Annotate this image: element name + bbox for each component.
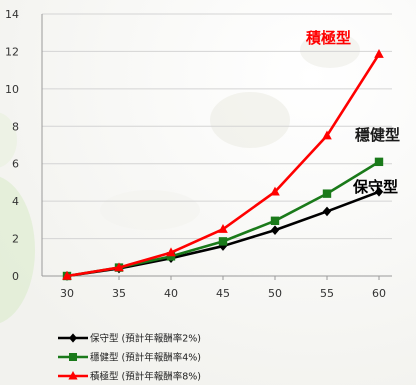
data-point-2-6 [374,49,384,58]
legend-label-1: 穩健型 (預計年報酬率4%) [90,352,201,364]
data-point-1-2 [166,252,176,261]
x-tick-label-45: 45 [216,287,230,300]
legend-marker-0 [69,333,77,343]
legend-marker-1 [69,353,77,361]
data-point-1-3 [218,237,228,246]
data-point-0-4 [270,225,280,235]
data-point-0-3 [218,241,228,251]
legend-marker-2 [68,371,78,380]
y-tick-label-8: 8 [12,120,19,133]
data-point-2-5 [322,130,332,140]
grid-lines [42,13,392,240]
y-tick-label-12: 12 [5,45,19,58]
y-tick-label-10: 10 [5,83,19,96]
y-tick-label-14: 14 [5,8,19,21]
series-2 [62,49,384,280]
axes: 0 2 4 6 8 10 12 14 30 35 40 45 50 55 60 [5,8,392,300]
y-tick-label-2: 2 [12,233,19,246]
background-decoration [0,32,360,324]
legend-label-2: 積極型 (預計年報酬率8%) [90,371,201,383]
series-labels: 保守型 穩健型 積極型 [305,29,400,196]
x-tick-label-50: 50 [268,287,282,300]
data-point-2-2 [166,247,176,257]
data-point-0-6 [374,186,384,197]
y-tick-label-0: 0 [12,270,19,283]
legend: 保守型 (預計年報酬率2%) 穩健型 (預計年報酬率4%) 積極型 (預計年報酬率8… [58,333,201,383]
data-point-1-4 [270,216,280,225]
data-point-2-3 [218,224,228,233]
data-point-2-4 [270,186,280,196]
series-label-0: 保守型 [352,178,398,196]
data-point-2-1 [114,262,124,272]
legend-item-1: 穩健型 (預計年報酬率4%) [58,352,201,364]
y-tick-label-6: 6 [12,158,19,171]
x-tick-label-55: 55 [320,287,334,300]
x-tick-label-60: 60 [372,287,386,300]
data-point-0-5 [322,206,332,217]
data-point-2-0 [62,270,72,280]
legend-item-0: 保守型 (預計年報酬率2%) [58,333,201,345]
series-layer [62,49,384,281]
x-tick-label-35: 35 [112,287,126,300]
y-tick-label-4: 4 [12,195,19,208]
x-tick-label-30: 30 [60,287,74,300]
data-point-1-5 [322,189,332,198]
data-point-1-6 [374,157,384,167]
series-label-2: 積極型 [305,29,351,47]
series-label-1: 穩健型 [355,126,400,144]
x-tick-label-40: 40 [164,287,178,300]
legend-item-2: 積極型 (預計年報酬率8%) [58,371,201,383]
legend-label-0: 保守型 (預計年報酬率2%) [90,333,201,345]
